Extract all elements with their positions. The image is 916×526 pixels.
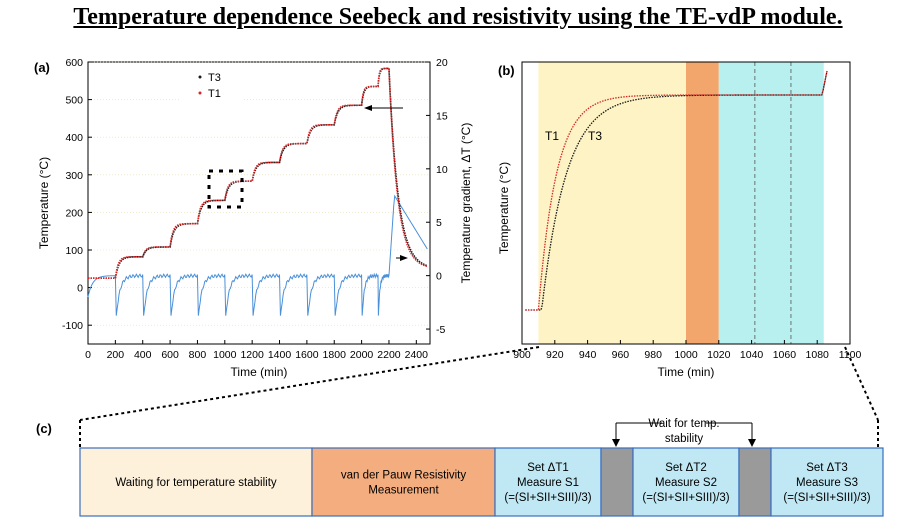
connector-right bbox=[844, 346, 879, 421]
wait-label-line2: stability bbox=[665, 433, 704, 445]
a-xtick-label: 800 bbox=[189, 349, 207, 361]
a-y2tick-label: 0 bbox=[436, 271, 442, 283]
a-y2tick-label: 5 bbox=[436, 217, 442, 229]
b-xtick-label: 980 bbox=[644, 349, 662, 361]
panel-b-ylabel: Temperature (°C) bbox=[497, 162, 511, 254]
legend-label-t1: T1 bbox=[208, 88, 221, 100]
series-gradient-line bbox=[87, 194, 428, 316]
a-xtick-label: 2000 bbox=[350, 349, 374, 361]
a-ytick-label: 400 bbox=[65, 132, 83, 144]
panel-b-chart: (b) 900 920 940 960 980 1000 1020 1040 1060 1080 1… bbox=[497, 61, 862, 379]
a-xtick-label: 1200 bbox=[240, 349, 264, 361]
a-xtick-label: 1800 bbox=[323, 349, 347, 361]
a-xtick-label: 200 bbox=[107, 349, 125, 361]
step-box-label: van der Pauw Resistivity bbox=[341, 470, 467, 482]
panel-a-legend: T3 T1 bbox=[180, 68, 244, 104]
step-box bbox=[311, 447, 496, 517]
b-xtick-label: 960 bbox=[612, 349, 630, 361]
b-xtick-label: 900 bbox=[513, 349, 531, 361]
step-box-label: Measure S1 bbox=[517, 477, 579, 489]
arrow-dt-axis bbox=[396, 255, 408, 261]
wait-annotation: Wait for temp. stability bbox=[612, 418, 756, 447]
step-box-label: Set ΔT1 bbox=[527, 462, 569, 474]
series-label-t3: T3 bbox=[588, 129, 602, 143]
series-label-t1: T1 bbox=[545, 129, 559, 143]
panel-a-y2label: Temperature gradient, ΔT (°C) bbox=[459, 123, 473, 284]
step-box bbox=[738, 447, 772, 517]
b-xtick-label: 940 bbox=[579, 349, 597, 361]
step-box-label: Set ΔT2 bbox=[665, 462, 707, 474]
step-box-label: (=(SI+SII+SIII)/3) bbox=[783, 492, 870, 504]
b-xtick-label: 920 bbox=[546, 349, 564, 361]
a-xtick-label: 1600 bbox=[295, 349, 319, 361]
legend-label-t3: T3 bbox=[208, 72, 221, 84]
region-yellow bbox=[538, 62, 686, 344]
a-ytick-label: 600 bbox=[65, 57, 83, 69]
b-xtick-label: 1040 bbox=[740, 349, 764, 361]
a-y2tick-label: 20 bbox=[436, 57, 448, 69]
a-y2tick-label: 10 bbox=[436, 164, 448, 176]
a-ytick-label: 200 bbox=[65, 207, 83, 219]
a-ytick-label: 100 bbox=[65, 245, 83, 257]
series-t3-line-b bbox=[525, 70, 828, 311]
arrow-t-axis bbox=[364, 105, 403, 111]
page-title: Temperature dependence Seebeck and resis… bbox=[73, 4, 843, 30]
step-box-label: Waiting for temperature stability bbox=[115, 477, 277, 489]
wait-label-line1: Wait for temp. bbox=[648, 418, 719, 430]
panel-a-chart: (a) 0 200 400 600 800 1000 1200 1400 1600 1800 200… bbox=[34, 57, 473, 379]
b-xtick-label: 1060 bbox=[773, 349, 797, 361]
series-t3-line bbox=[88, 67, 428, 280]
a-xtick-label: 2400 bbox=[405, 349, 429, 361]
step-box-label: (=(SI+SII+SIII)/3) bbox=[642, 492, 729, 504]
a-y2tick-label: -5 bbox=[436, 324, 445, 336]
legend-marker-t3 bbox=[198, 75, 202, 79]
step-box-label: Set ΔT3 bbox=[806, 462, 848, 474]
region-orange bbox=[686, 62, 719, 344]
region-cyan bbox=[718, 62, 824, 344]
step-box bbox=[770, 447, 884, 517]
panel-a-label: (a) bbox=[34, 60, 50, 75]
legend-marker-t1 bbox=[198, 91, 202, 95]
step-box bbox=[600, 447, 634, 517]
panel-b-label: (b) bbox=[498, 63, 515, 78]
a-y2tick-label: 15 bbox=[436, 110, 448, 122]
step-box-label: (=(SI+SII+SIII)/3) bbox=[504, 492, 591, 504]
step-box-label: Measure S3 bbox=[796, 477, 858, 489]
a-ytick-label: 300 bbox=[65, 170, 83, 182]
panel-b-xlabel: Time (min) bbox=[658, 365, 715, 379]
step-box bbox=[79, 447, 313, 517]
b-xtick-label: 1000 bbox=[674, 349, 698, 361]
a-xtick-label: 1000 bbox=[213, 349, 237, 361]
zoom-box bbox=[207, 169, 244, 209]
b-xtick-label: 1020 bbox=[707, 349, 731, 361]
step-box-label: Measure S2 bbox=[655, 477, 717, 489]
a-xtick-label: 0 bbox=[85, 349, 91, 361]
panel-a-xlabel: Time (min) bbox=[231, 365, 288, 379]
panel-c-label: (c) bbox=[36, 421, 52, 436]
a-xtick-label: 1400 bbox=[268, 349, 292, 361]
panel-a-ylabel: Temperature (°C) bbox=[37, 157, 51, 249]
b-xtick-label: 1100 bbox=[839, 349, 862, 361]
series-t1-line-b bbox=[525, 70, 828, 311]
a-ytick-label: 0 bbox=[77, 283, 83, 295]
a-xtick-label: 400 bbox=[134, 349, 152, 361]
step-box-label: Measurement bbox=[368, 485, 439, 497]
panel-c-diagram: (c) Waiting for temperature stability van… bbox=[36, 418, 884, 517]
a-ytick-label: -100 bbox=[62, 320, 83, 332]
b-xtick-label: 1080 bbox=[806, 349, 830, 361]
a-xtick-label: 2200 bbox=[377, 349, 401, 361]
a-ytick-label: 500 bbox=[65, 95, 83, 107]
a-xtick-label: 600 bbox=[161, 349, 179, 361]
